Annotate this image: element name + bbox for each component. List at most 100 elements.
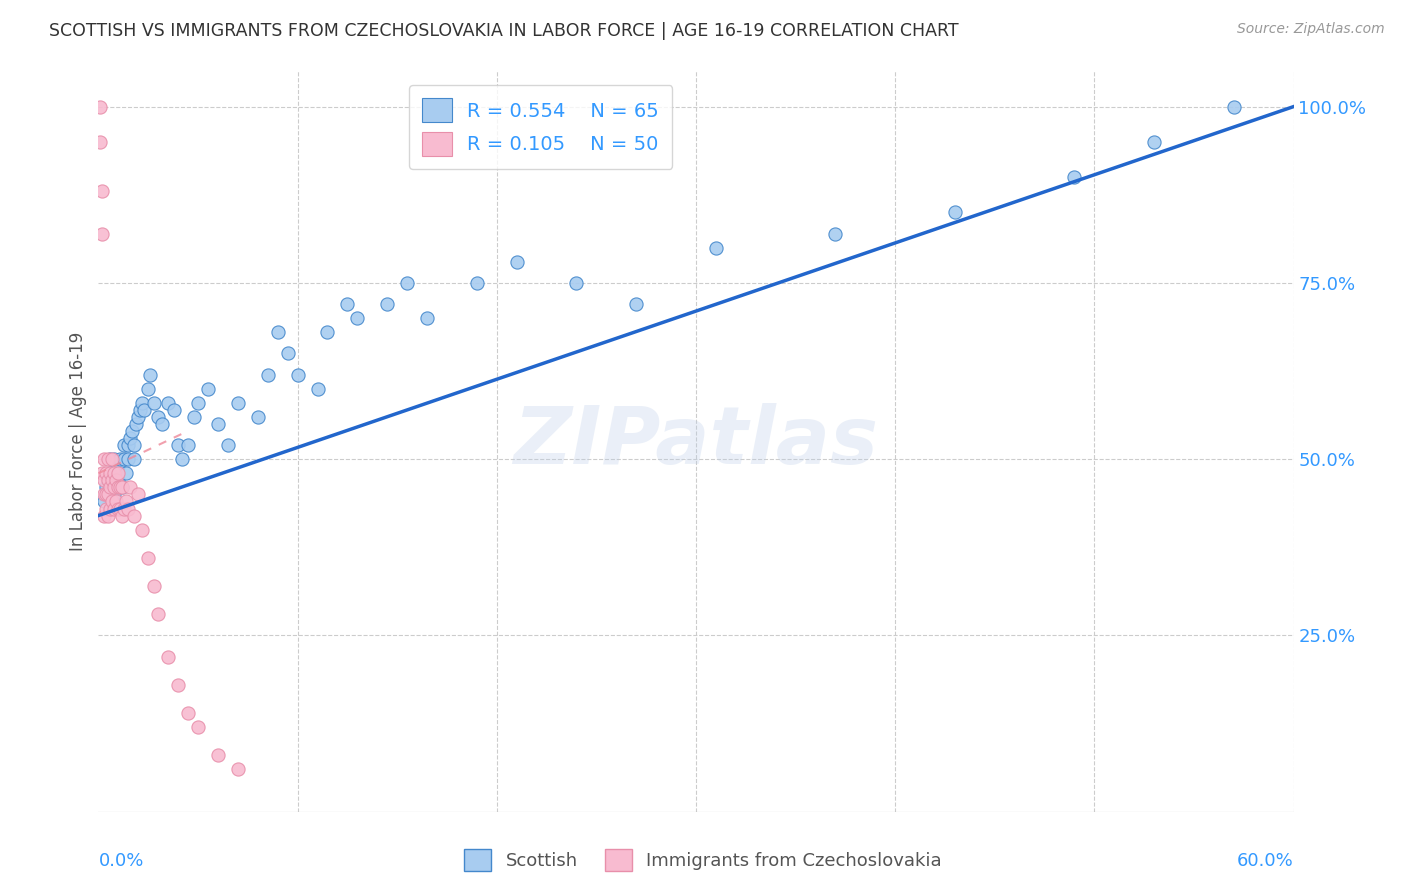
Point xyxy=(943,205,966,219)
Point xyxy=(97,452,120,467)
Point xyxy=(226,763,249,777)
Point xyxy=(112,438,135,452)
Point xyxy=(117,452,139,467)
Point xyxy=(148,607,170,622)
Point xyxy=(105,467,128,481)
Point xyxy=(98,480,122,494)
Point xyxy=(101,473,124,487)
Point xyxy=(506,254,529,268)
Point xyxy=(112,501,135,516)
Point xyxy=(197,382,219,396)
Point xyxy=(226,396,249,410)
Point xyxy=(93,473,115,487)
Point xyxy=(256,368,278,382)
Point xyxy=(93,487,115,501)
Point xyxy=(124,438,146,452)
Point xyxy=(277,346,299,360)
Point xyxy=(167,678,190,692)
Point xyxy=(121,424,143,438)
Point xyxy=(124,508,146,523)
Point xyxy=(157,649,180,664)
Legend: Scottish, Immigrants from Czechoslovakia: Scottish, Immigrants from Czechoslovakia xyxy=(457,842,949,879)
Point xyxy=(187,720,209,734)
Point xyxy=(96,480,118,494)
Point xyxy=(375,297,398,311)
Point xyxy=(134,402,156,417)
Point xyxy=(131,523,153,537)
Point xyxy=(117,438,139,452)
Point xyxy=(98,501,122,516)
Point xyxy=(127,409,149,424)
Text: SCOTTISH VS IMMIGRANTS FROM CZECHOSLOVAKIA IN LABOR FORCE | AGE 16-19 CORRELATIO: SCOTTISH VS IMMIGRANTS FROM CZECHOSLOVAK… xyxy=(49,22,959,40)
Point xyxy=(107,467,129,481)
Point xyxy=(96,487,118,501)
Point xyxy=(565,276,588,290)
Point xyxy=(103,467,125,481)
Point xyxy=(267,325,290,339)
Point xyxy=(97,487,120,501)
Point xyxy=(177,438,200,452)
Point xyxy=(105,473,128,487)
Point xyxy=(103,480,125,494)
Point xyxy=(107,459,129,474)
Point xyxy=(416,311,439,326)
Point xyxy=(287,368,309,382)
Point xyxy=(127,487,149,501)
Point xyxy=(120,480,142,494)
Point xyxy=(125,417,148,431)
Point xyxy=(143,579,166,593)
Point xyxy=(97,508,120,523)
Point xyxy=(89,135,111,149)
Point xyxy=(207,417,229,431)
Point xyxy=(177,706,200,720)
Point xyxy=(93,508,115,523)
Point xyxy=(139,368,162,382)
Point xyxy=(103,452,125,467)
Point xyxy=(346,311,368,326)
Point xyxy=(93,494,115,508)
Point xyxy=(112,452,135,467)
Point xyxy=(148,409,170,424)
Point xyxy=(824,227,846,241)
Point xyxy=(129,402,152,417)
Point xyxy=(97,473,120,487)
Point xyxy=(115,494,138,508)
Point xyxy=(110,480,132,494)
Point xyxy=(396,276,419,290)
Point xyxy=(183,409,205,424)
Point xyxy=(143,396,166,410)
Point xyxy=(465,276,488,290)
Point xyxy=(101,467,124,481)
Y-axis label: In Labor Force | Age 16-19: In Labor Force | Age 16-19 xyxy=(69,332,87,551)
Point xyxy=(187,396,209,410)
Point xyxy=(117,501,139,516)
Point xyxy=(115,467,138,481)
Point xyxy=(626,297,648,311)
Point xyxy=(101,494,124,508)
Text: Source: ZipAtlas.com: Source: ZipAtlas.com xyxy=(1237,22,1385,37)
Point xyxy=(217,438,239,452)
Point xyxy=(107,480,129,494)
Point xyxy=(91,184,114,198)
Point xyxy=(172,452,194,467)
Point xyxy=(103,501,125,516)
Point xyxy=(110,501,132,516)
Point xyxy=(131,396,153,410)
Point xyxy=(96,467,118,481)
Point xyxy=(103,487,125,501)
Point xyxy=(105,494,128,508)
Point xyxy=(124,452,146,467)
Text: ZIPatlas: ZIPatlas xyxy=(513,402,879,481)
Point xyxy=(111,480,134,494)
Point xyxy=(167,438,190,452)
Point xyxy=(136,550,159,565)
Point xyxy=(150,417,173,431)
Point xyxy=(163,402,186,417)
Point xyxy=(111,508,134,523)
Point xyxy=(1223,100,1246,114)
Point xyxy=(96,501,118,516)
Point xyxy=(110,452,132,467)
Point xyxy=(107,501,129,516)
Point xyxy=(91,467,114,481)
Point xyxy=(1063,170,1085,185)
